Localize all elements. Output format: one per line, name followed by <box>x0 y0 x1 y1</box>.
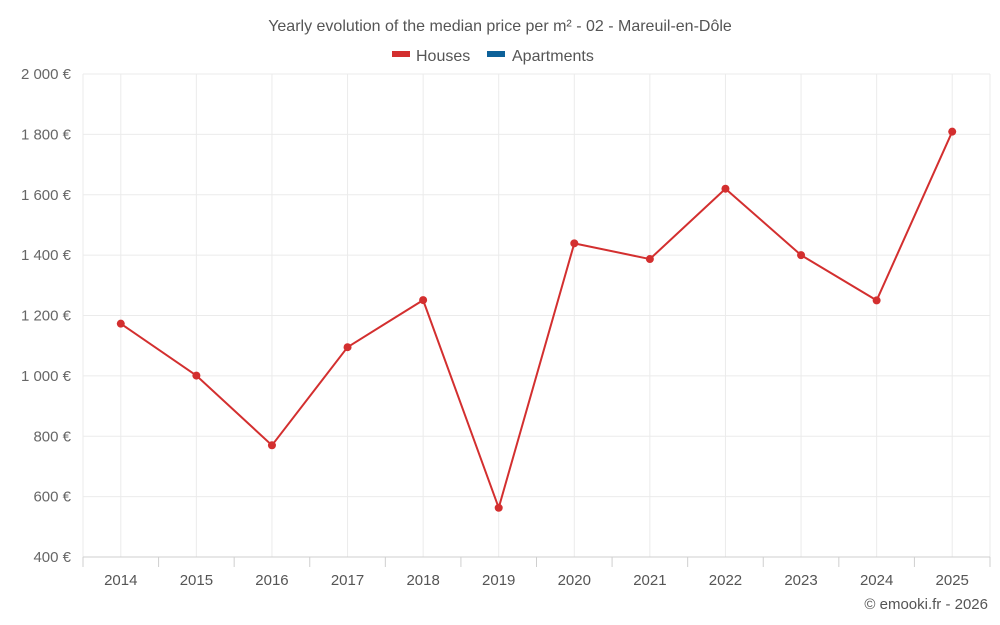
x-tick-label: 2016 <box>255 572 288 589</box>
x-tick-label: 2024 <box>860 572 893 589</box>
y-tick-label: 2 000 € <box>21 66 72 83</box>
legend: Houses Apartments <box>392 48 594 65</box>
y-tick-label: 1 600 € <box>21 187 72 204</box>
x-tick-label: 2015 <box>180 572 213 589</box>
legend-item-houses[interactable]: Houses <box>392 48 470 65</box>
y-tick-label: 1 200 € <box>21 308 72 325</box>
data-point-2015[interactable] <box>192 371 201 380</box>
data-point-2023[interactable] <box>797 251 806 260</box>
x-tick-label: 2014 <box>104 572 137 589</box>
series <box>116 127 957 512</box>
legend-swatch-apartments <box>487 51 505 57</box>
data-point-2016[interactable] <box>267 441 276 450</box>
y-tick-label: 1 000 € <box>21 368 72 385</box>
grid <box>82 73 991 557</box>
credit-text: © emooki.fr - 2026 <box>864 596 988 613</box>
legend-swatch-houses <box>392 51 410 57</box>
data-point-2024[interactable] <box>872 296 881 305</box>
x-tick-label: 2018 <box>406 572 439 589</box>
y-tick-label: 400 € <box>33 549 71 566</box>
data-point-2022[interactable] <box>721 184 730 193</box>
series-line-houses <box>120 131 954 509</box>
data-point-2017[interactable] <box>343 343 352 352</box>
y-tick-label: 600 € <box>33 489 71 506</box>
data-point-2025[interactable] <box>948 127 957 136</box>
legend-item-apartments[interactable]: Apartments <box>487 48 594 65</box>
y-tick-label: 1 800 € <box>21 126 72 143</box>
data-point-2014[interactable] <box>116 319 125 328</box>
legend-label-apartments: Apartments <box>512 48 594 65</box>
x-tick-label: 2023 <box>784 572 817 589</box>
y-tick-label: 1 400 € <box>21 247 72 264</box>
axes: 400 € 600 € 800 € 1 000 € 1 200 € 1 400 € 1 60… <box>21 66 991 589</box>
x-tick-label: 2022 <box>709 572 742 589</box>
x-tick-label: 2019 <box>482 572 515 589</box>
x-tick-label: 2020 <box>558 572 591 589</box>
x-tick-label: 2025 <box>936 572 969 589</box>
legend-label-houses: Houses <box>416 48 470 65</box>
x-tick-label: 2017 <box>331 572 364 589</box>
data-point-2021[interactable] <box>645 255 654 264</box>
y-tick-label: 800 € <box>33 428 71 445</box>
data-point-2018[interactable] <box>419 296 428 305</box>
chart-title: Yearly evolution of the median price per… <box>268 18 732 35</box>
x-tick-label: 2021 <box>633 572 666 589</box>
data-point-2019[interactable] <box>494 503 503 512</box>
data-point-2020[interactable] <box>570 239 579 248</box>
